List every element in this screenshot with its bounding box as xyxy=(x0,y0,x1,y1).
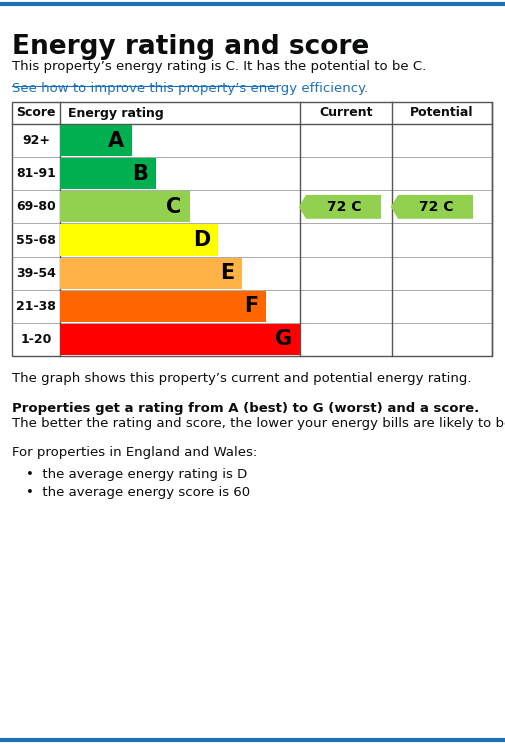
Text: For properties in England and Wales:: For properties in England and Wales: xyxy=(12,446,257,459)
Text: F: F xyxy=(244,296,259,316)
Text: C: C xyxy=(166,197,182,217)
Text: 55-68: 55-68 xyxy=(16,234,56,246)
Text: •  the average energy score is 60: • the average energy score is 60 xyxy=(26,486,250,499)
Text: E: E xyxy=(220,263,234,283)
Text: Potential: Potential xyxy=(410,106,474,120)
Text: 21-38: 21-38 xyxy=(16,300,56,312)
Text: 39-54: 39-54 xyxy=(16,266,56,280)
Text: 92+: 92+ xyxy=(22,134,50,147)
Bar xyxy=(60,291,267,322)
Text: Energy rating: Energy rating xyxy=(68,106,164,120)
Bar xyxy=(60,324,300,355)
Text: See how to improve this property’s energy efficiency.: See how to improve this property’s energ… xyxy=(12,82,368,95)
Text: The graph shows this property’s current and potential energy rating.: The graph shows this property’s current … xyxy=(12,372,472,385)
Bar xyxy=(12,102,492,356)
Text: D: D xyxy=(193,230,211,250)
Text: 72 C: 72 C xyxy=(327,200,362,214)
Text: The better the rating and score, the lower your energy bills are likely to be.: The better the rating and score, the low… xyxy=(12,417,505,430)
Text: 81-91: 81-91 xyxy=(16,167,56,180)
Text: Score: Score xyxy=(16,106,56,120)
Text: 1-20: 1-20 xyxy=(20,333,52,346)
Text: 72 C: 72 C xyxy=(419,200,453,214)
Text: This property’s energy rating is C. It has the potential to be C.: This property’s energy rating is C. It h… xyxy=(12,60,426,73)
Text: •  the average energy rating is D: • the average energy rating is D xyxy=(26,468,247,481)
Text: Current: Current xyxy=(319,106,373,120)
Bar xyxy=(60,257,242,289)
Text: Energy rating and score: Energy rating and score xyxy=(12,34,369,60)
Text: B: B xyxy=(132,164,148,184)
Polygon shape xyxy=(391,195,473,219)
Polygon shape xyxy=(299,195,381,219)
Bar xyxy=(60,191,189,222)
Text: G: G xyxy=(275,330,292,350)
Text: A: A xyxy=(108,130,124,150)
Bar xyxy=(60,125,132,156)
Text: Properties get a rating from A (best) to G (worst) and a score.: Properties get a rating from A (best) to… xyxy=(12,402,479,415)
Bar xyxy=(60,225,218,256)
Bar xyxy=(60,158,156,189)
Text: 69-80: 69-80 xyxy=(16,200,56,214)
